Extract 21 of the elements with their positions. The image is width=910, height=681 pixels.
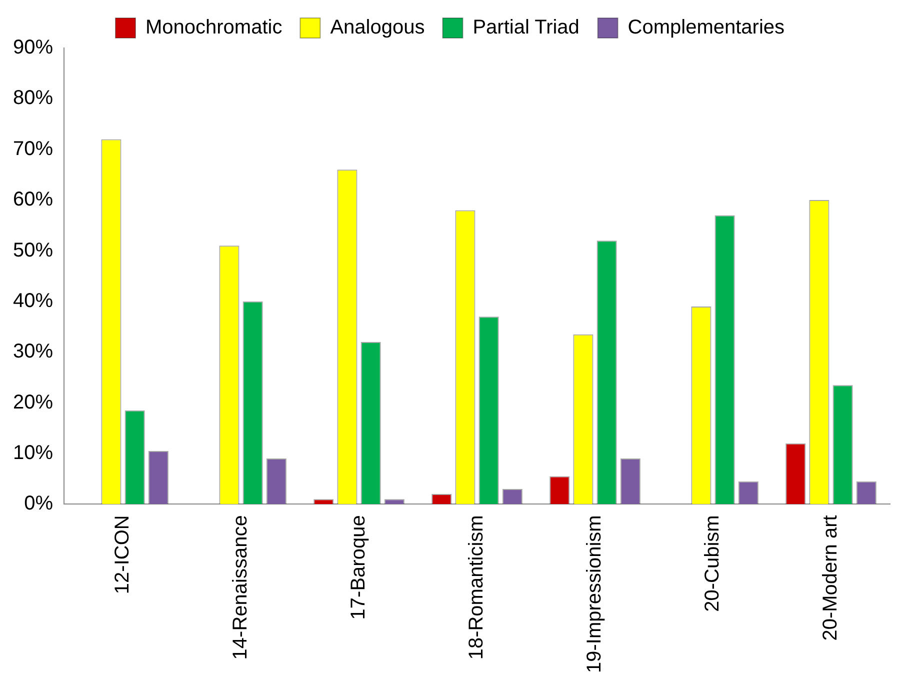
x-tick-label: 17-Baroque xyxy=(348,515,370,620)
x-tick-label: 19-Impressionism xyxy=(584,515,606,674)
y-tick-label: 0% xyxy=(24,492,54,515)
y-tick-label: 60% xyxy=(13,188,54,211)
legend-label: Partial Triad xyxy=(472,16,580,39)
y-tick-label: 80% xyxy=(13,87,54,110)
legend-label: Monochromatic xyxy=(145,16,282,39)
x-tick-label: 20-Modern art xyxy=(820,514,842,641)
legend-label: Complementaries xyxy=(628,16,785,39)
legend-label: Analogous xyxy=(330,16,425,39)
y-tick-label: 30% xyxy=(13,340,54,363)
y-tick-label: 40% xyxy=(13,290,54,312)
x-tick-label: 14-Renaissance xyxy=(230,515,252,660)
y-tick-label: 10% xyxy=(13,442,54,464)
y-tick-label: 20% xyxy=(13,391,54,414)
x-tick-label: 20-Cubism xyxy=(702,515,724,612)
x-tick-label: 18-Romanticism xyxy=(466,515,488,660)
y-tick-label: 70% xyxy=(13,138,54,160)
y-tick-label: 90% xyxy=(13,36,54,59)
y-tick-label: 50% xyxy=(13,239,54,262)
x-tick-label: 12-ICON xyxy=(112,515,134,594)
